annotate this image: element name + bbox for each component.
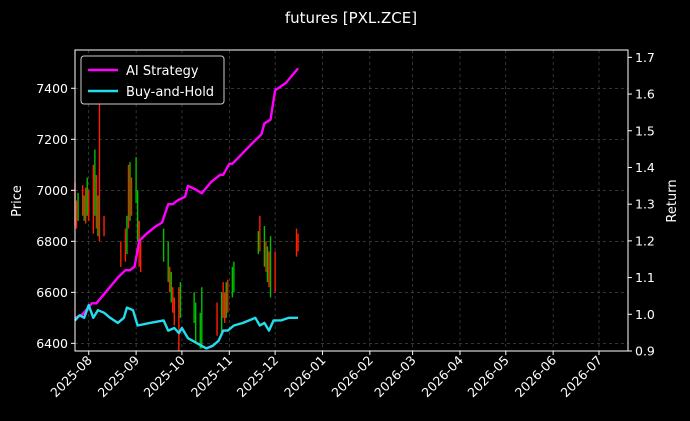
right-y-axis: 0.9 1.0 1.1 1.2 1.3 1.4 1.5 1.6 1.7 [628, 50, 655, 359]
plot-frame [74, 49, 629, 352]
y2-tick-label: 1.4 [635, 160, 655, 175]
y2-axis-label: Return [665, 179, 680, 222]
left-y-axis: 6400 6600 6800 7000 7200 7400 [36, 81, 75, 351]
series-line-buy-and-hold [74, 303, 298, 350]
y2-tick-label: 1.6 [635, 87, 655, 102]
legend-label-buy-and-hold: Buy-and-Hold [126, 85, 214, 100]
y-tick-label: 7200 [36, 132, 68, 147]
y2-tick-label: 1.3 [635, 197, 655, 212]
candlesticks [74, 103, 299, 351]
y2-tick-label: 1.2 [635, 233, 655, 248]
y-axis-label: Price [10, 185, 25, 217]
chart-title: futures [PXL.ZCE] [285, 9, 417, 27]
y-tick-label: 7400 [36, 81, 68, 96]
legend-label-ai-strategy: AI Strategy [126, 64, 199, 79]
y2-tick-label: 1.7 [635, 50, 655, 65]
y-tick-label: 6800 [36, 234, 68, 249]
y-tick-label: 6400 [36, 336, 68, 351]
y-tick-label: 7000 [36, 183, 68, 198]
y2-tick-label: 0.9 [635, 344, 655, 359]
y2-tick-label: 1.1 [635, 270, 655, 285]
series-lines [74, 67, 299, 350]
grid [75, 50, 628, 351]
series-line-ai-strategy [74, 67, 299, 320]
legend: AI Strategy Buy-and-Hold [80, 55, 225, 105]
y2-tick-label: 1.0 [635, 307, 655, 322]
y-tick-label: 6600 [36, 285, 68, 300]
y2-tick-label: 1.5 [635, 123, 655, 138]
